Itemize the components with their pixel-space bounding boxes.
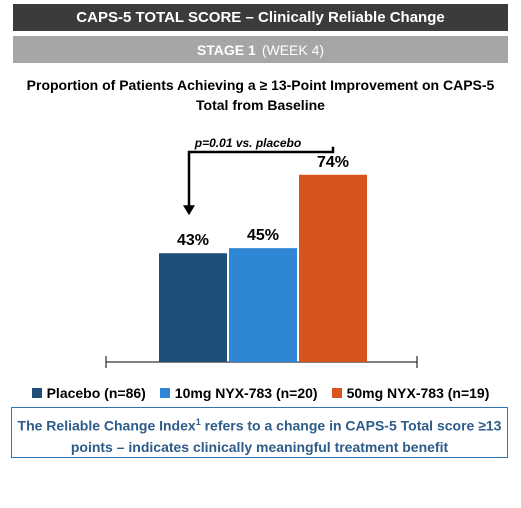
bar-3	[299, 174, 367, 362]
legend-label-3: 50mg NYX-783 (n=19)	[346, 385, 490, 401]
data-label-2: 45%	[247, 227, 279, 244]
legend-item-2: 10mg NYX-783 (n=20)	[159, 385, 318, 401]
legend-swatch-1	[31, 388, 42, 398]
note-text-after: refers to a change in CAPS-5 Total score…	[70, 417, 502, 455]
bar-2	[229, 248, 297, 362]
stage-banner: STAGE 1 (WEEK 4)	[13, 36, 508, 63]
stage-label: STAGE 1	[196, 41, 256, 58]
legend-label-1: Placebo (n=86)	[46, 385, 146, 401]
chart-title: Proportion of Patients Achieving a ≥ 13-…	[26, 77, 495, 113]
note-box: The Reliable Change Index1 refers to a c…	[11, 407, 508, 458]
bracket-arrowhead	[183, 205, 195, 216]
note-superscript: 1	[195, 417, 201, 427]
legend-label-2: 10mg NYX-783 (n=20)	[174, 385, 318, 401]
legend-swatch-3	[331, 388, 342, 398]
stage-detail: (WEEK 4)	[261, 41, 325, 58]
data-label-3: 74%	[317, 154, 349, 171]
legend-swatch-2	[159, 388, 170, 398]
bar-1	[159, 253, 227, 362]
header-title: CAPS-5 TOTAL SCORE – Clinically Reliable…	[76, 9, 445, 26]
note-text-before: The Reliable Change Index	[17, 417, 196, 434]
chart-legend: Placebo (n=86) 10mg NYX-783 (n=20) 50mg NY…	[0, 385, 521, 401]
significance-bracket	[187, 146, 335, 208]
data-label-1: 43%	[177, 232, 209, 249]
legend-item-3: 50mg NYX-783 (n=19)	[331, 385, 490, 401]
p-value-annotation: p=0.01 vs. placebo	[194, 136, 301, 150]
legend-item-1: Placebo (n=86)	[31, 385, 146, 401]
header-banner: CAPS-5 TOTAL SCORE – Clinically Reliable…	[13, 4, 508, 31]
